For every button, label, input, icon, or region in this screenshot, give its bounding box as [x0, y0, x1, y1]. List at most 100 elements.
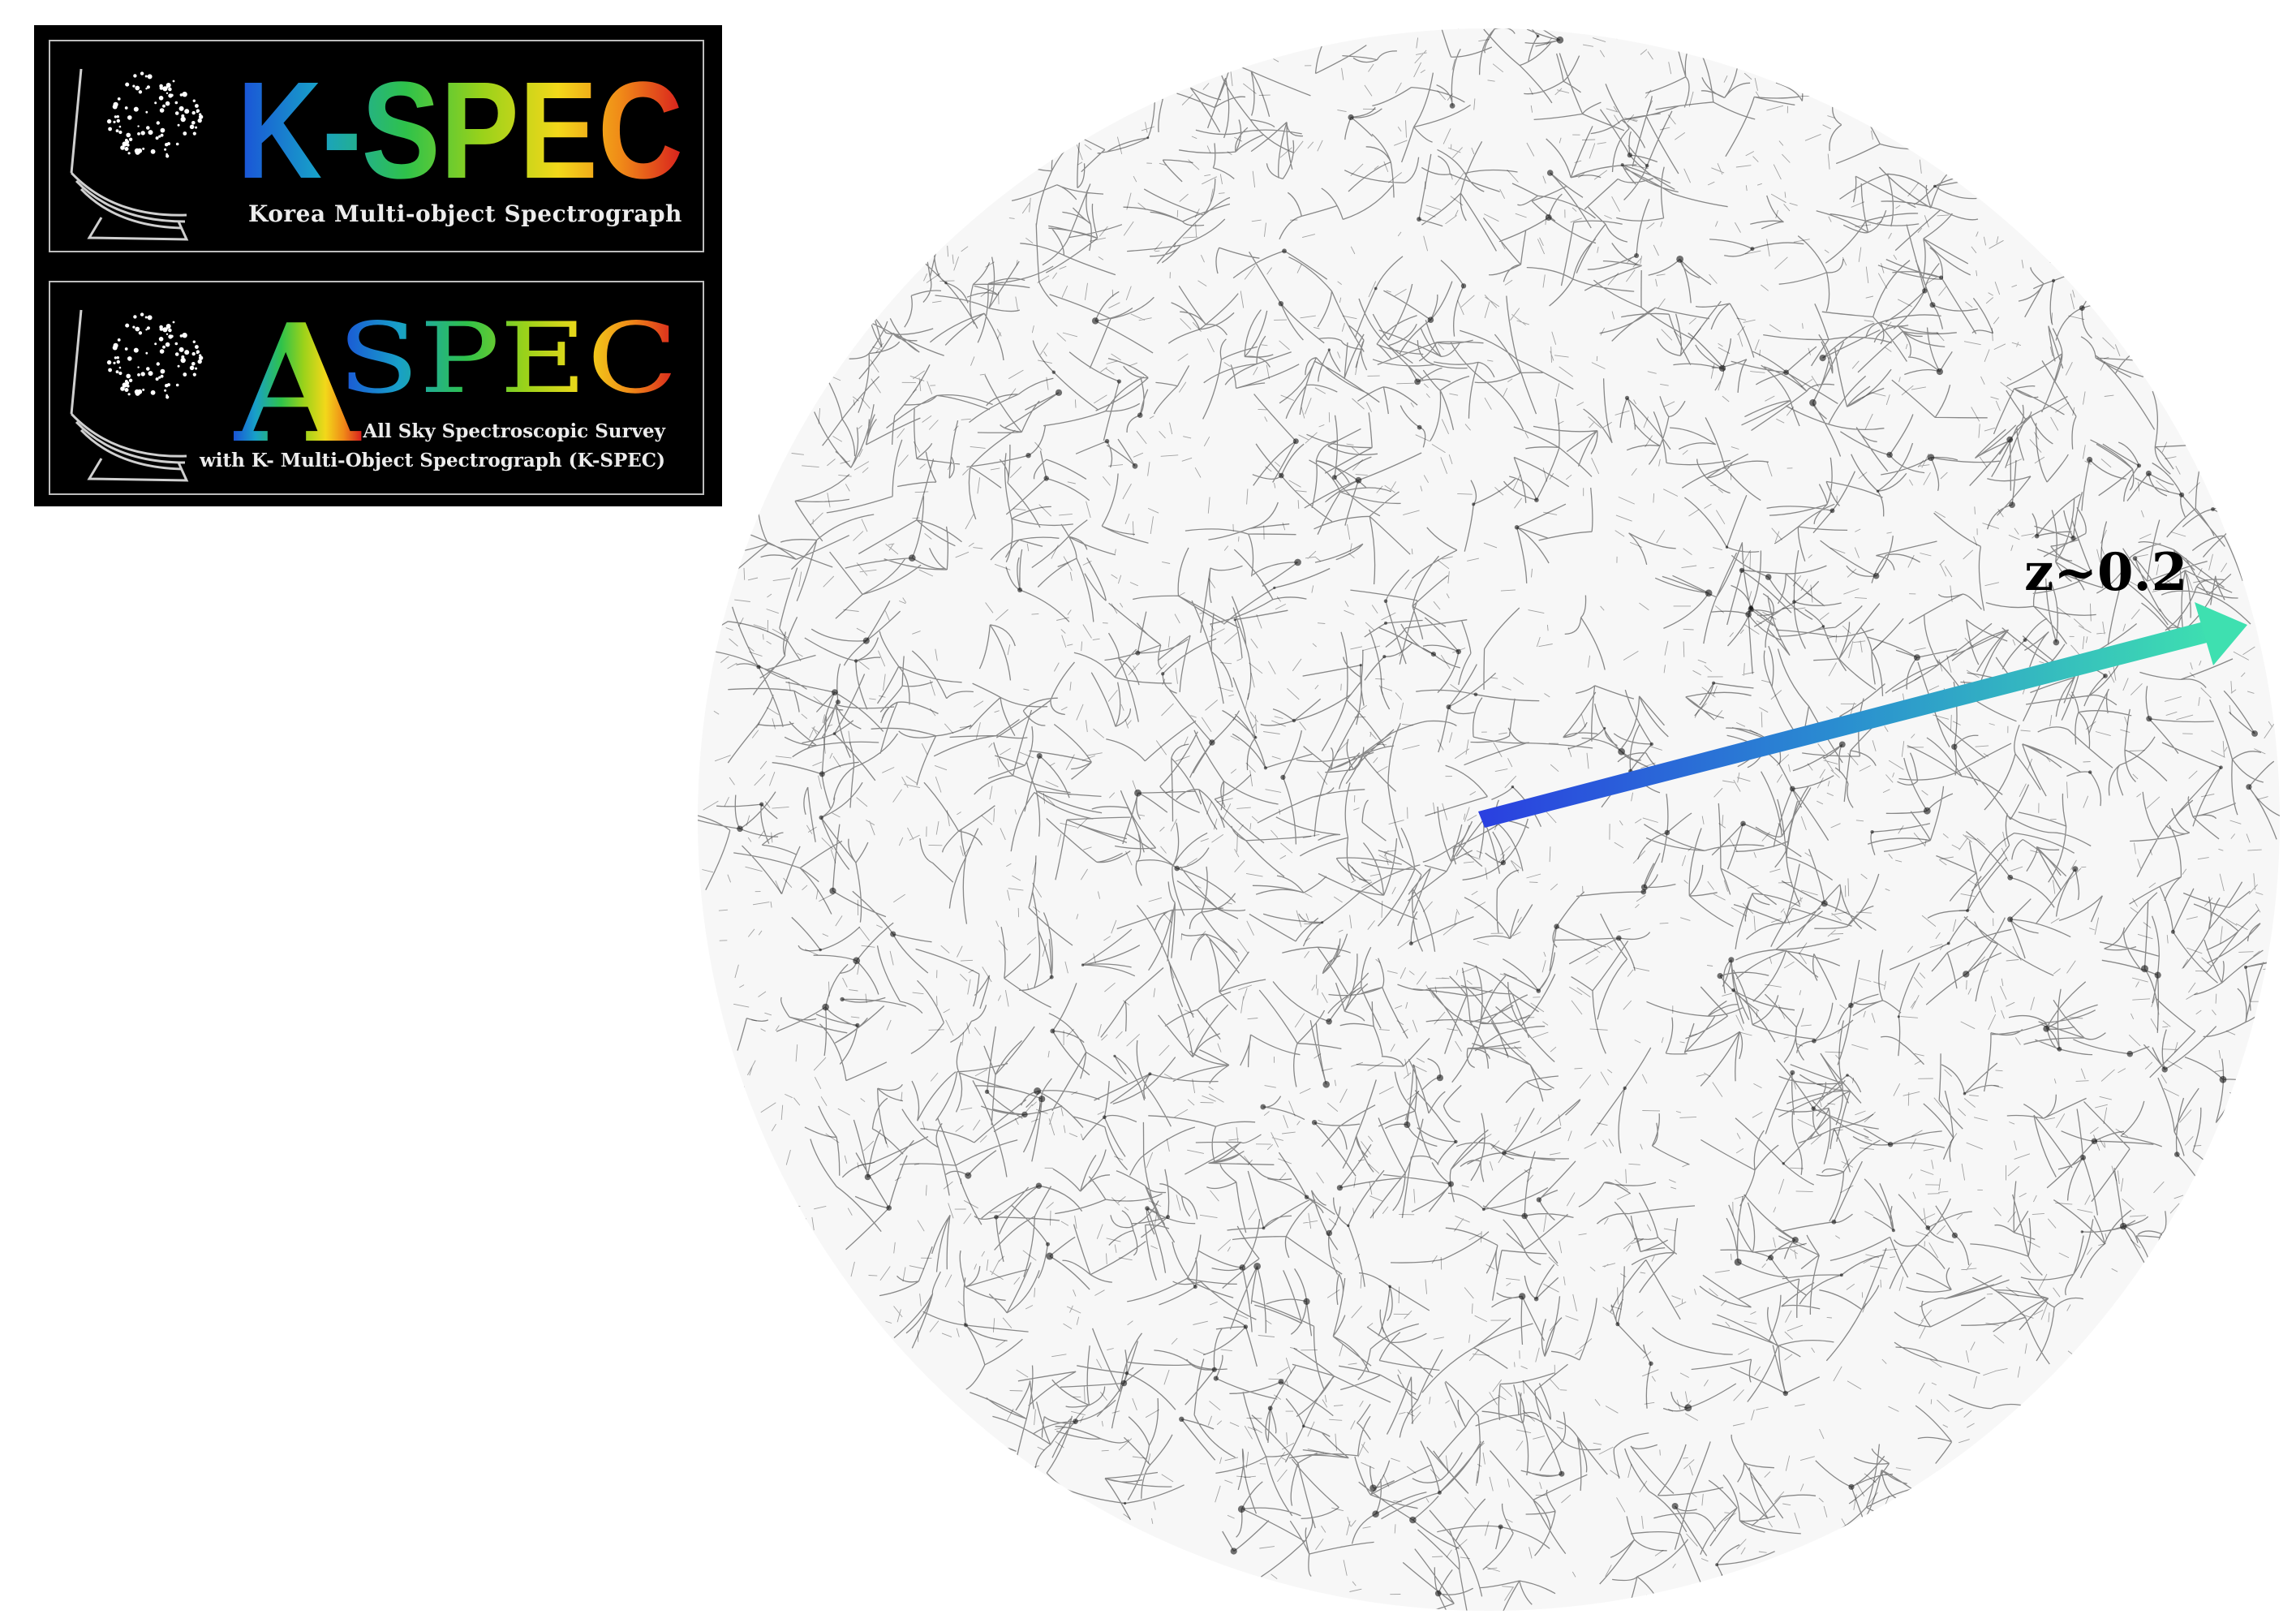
halo-node — [1436, 1074, 1443, 1082]
star-dot — [112, 104, 118, 110]
star-dot — [174, 342, 178, 346]
kspec-wordmark-text: K-SPEC — [237, 58, 683, 196]
halo-node — [1326, 1018, 1332, 1025]
halo-node — [1326, 1229, 1333, 1237]
star-dot — [125, 323, 130, 328]
star-dot — [183, 131, 187, 136]
halo-node — [1166, 1215, 1170, 1220]
star-dot — [198, 114, 204, 119]
star-dot — [198, 355, 204, 360]
halo-node — [2174, 1152, 2180, 1157]
halo-node — [1292, 438, 1299, 445]
halo-node — [1050, 1028, 1056, 1034]
halo-node — [1193, 1285, 1197, 1289]
halo-node — [1146, 136, 1150, 140]
halo-node — [1404, 1121, 1411, 1128]
star-dot — [116, 356, 119, 359]
star-dot — [155, 377, 159, 381]
star-dot — [146, 85, 150, 89]
halo-node — [1103, 1115, 1107, 1119]
halo-node — [1745, 611, 1752, 618]
halo-node — [2141, 965, 2148, 973]
halo-node — [1347, 1224, 1350, 1228]
star-dot — [140, 372, 145, 377]
halo-node — [1534, 497, 1539, 502]
halo-node — [1034, 1087, 1042, 1095]
halo-node — [1233, 618, 1236, 622]
halo-node — [1739, 567, 1744, 574]
halo-node — [1460, 283, 1467, 289]
halo-node — [1792, 600, 1796, 604]
halo-node — [2126, 1050, 2134, 1057]
star-dot — [192, 99, 196, 102]
star-dot — [142, 147, 145, 150]
star-dot — [168, 93, 173, 98]
halo-node — [1872, 572, 1880, 579]
halo-node — [2091, 1138, 2098, 1145]
halo-node — [1649, 742, 1654, 747]
star-dot — [140, 312, 144, 316]
halo-node — [1049, 975, 1054, 979]
halo-node — [1237, 1505, 1245, 1513]
redshift-arrow — [1478, 602, 2247, 828]
star-dot — [191, 110, 196, 115]
halo-node — [1322, 1081, 1330, 1088]
star-dot — [124, 106, 128, 110]
halo-node — [1559, 1470, 1565, 1477]
aspec-wordmark: A SPEC — [234, 291, 678, 453]
halo-node — [1939, 275, 1944, 280]
halo-node — [1624, 395, 1630, 400]
star-dot — [133, 74, 137, 78]
telescope-starfield-icon — [70, 309, 204, 482]
halo-node — [1545, 214, 1552, 221]
halo-node — [1278, 301, 1284, 307]
halo-node — [1243, 1324, 1249, 1329]
halo-node — [822, 1003, 829, 1011]
star-dot — [182, 92, 187, 97]
star-dot — [113, 120, 116, 123]
halo-node — [1211, 1367, 1217, 1372]
halo-node — [1514, 525, 1520, 530]
halo-node — [2009, 502, 2015, 508]
star-dot — [106, 359, 112, 365]
telescope-starfield-icon — [70, 68, 204, 241]
star-dot — [108, 368, 112, 372]
star-dot — [178, 347, 184, 352]
halo-node — [1640, 889, 1647, 895]
star-dot — [159, 86, 163, 90]
halo-node — [1388, 1285, 1391, 1289]
halo-node — [1923, 807, 1931, 815]
halo-node — [2145, 470, 2152, 476]
halo-node — [2080, 1155, 2087, 1160]
aspec-rest: SPEC — [338, 303, 678, 415]
star-dot — [142, 388, 145, 391]
halo-node — [1897, 1015, 1900, 1018]
halo-node — [1104, 438, 1110, 444]
star-dot — [160, 368, 166, 374]
star-dot — [127, 393, 131, 396]
halo-node — [1640, 884, 1648, 891]
star-dot — [118, 130, 123, 135]
halo-node — [2251, 730, 2259, 737]
star-dot — [195, 345, 199, 349]
star-dot — [177, 123, 180, 127]
star-dot — [197, 359, 202, 364]
halo-node — [1929, 302, 1936, 308]
halo-node — [909, 554, 916, 562]
star-dot — [165, 342, 170, 347]
star-dot — [148, 371, 153, 377]
halo-node — [2136, 463, 2142, 468]
halo-node — [1254, 736, 1258, 739]
star-dot — [168, 328, 172, 333]
star-dot — [195, 367, 198, 370]
star-dot — [126, 132, 131, 138]
star-dot — [128, 137, 133, 141]
halo-node — [1782, 1390, 1788, 1397]
halo-node — [2006, 436, 2014, 443]
star-dot — [159, 327, 163, 331]
halo-node — [2088, 770, 2092, 774]
halo-node — [2007, 916, 2014, 923]
star-dot — [156, 362, 160, 366]
star-dot — [117, 97, 121, 101]
redshift-label: z~0.2 — [2024, 542, 2188, 603]
